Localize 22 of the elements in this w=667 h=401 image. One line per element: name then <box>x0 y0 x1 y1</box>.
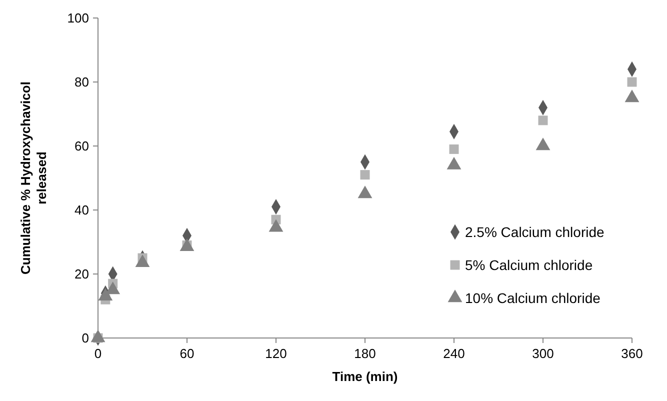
y-tick-label: 20 <box>74 266 89 282</box>
x-tick-label: 180 <box>354 346 376 361</box>
x-tick-label: 300 <box>532 346 554 361</box>
x-tick-label: 0 <box>94 346 102 361</box>
point <box>627 77 637 87</box>
legend-label: 2.5% Calcium chloride <box>465 224 604 240</box>
x-tick-label: 120 <box>265 346 287 361</box>
y-tick-label: 100 <box>67 10 89 26</box>
point <box>449 144 459 154</box>
y-tick-label: 0 <box>82 330 89 346</box>
y-tick-label: 60 <box>74 138 89 154</box>
x-tick-label: 360 <box>621 346 643 361</box>
y-axis-title: Cumulative % Hydroxychavicol released <box>18 82 49 274</box>
legend-label: 10% Calcium chloride <box>465 290 601 306</box>
x-tick-label: 60 <box>180 346 194 361</box>
y-tick-label: 40 <box>74 202 89 218</box>
legend-label: 5% Calcium chloride <box>465 257 593 273</box>
point <box>360 170 370 180</box>
x-tick-label: 240 <box>443 346 465 361</box>
x-axis-title: Time (min) <box>332 369 398 384</box>
point <box>538 116 548 126</box>
y-tick-label: 80 <box>74 74 89 90</box>
